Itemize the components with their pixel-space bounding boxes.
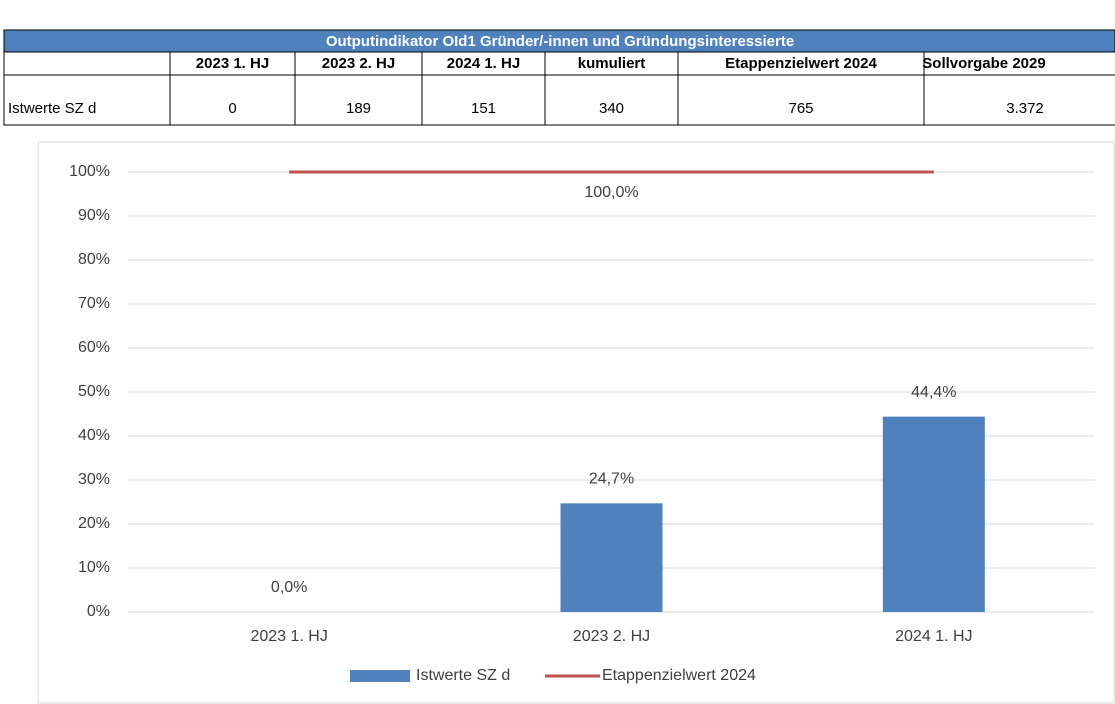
data-label: 100,0% [584,184,638,201]
cell-value: 765 [788,100,813,117]
data-label: 44,4% [911,384,956,401]
y-tick-label: 60% [78,339,110,356]
y-tick-label: 80% [78,251,110,268]
cell-value: 151 [471,100,496,117]
y-tick-label: 70% [78,295,110,312]
header-cell [3,51,171,76]
bar [560,503,663,612]
y-tick-label: 90% [78,207,110,224]
y-tick-label: 100% [69,163,110,180]
header-label: 2024 1. HJ [447,55,520,72]
x-tick-label: 2023 1. HJ [250,628,327,645]
y-tick-label: 30% [78,471,110,488]
legend-label: Istwerte SZ d [416,667,510,684]
y-tick-label: 10% [78,559,110,576]
row-label: Istwerte SZ d [8,100,96,117]
header-label: 2023 2. HJ [322,55,395,72]
cell-value: 189 [346,100,371,117]
x-tick-label: 2023 2. HJ [573,628,650,645]
cell-value: 340 [599,100,624,117]
y-tick-label: 50% [78,383,110,400]
cell-value: 3.372 [1006,100,1044,117]
y-tick-label: 0% [87,603,110,620]
data-label: 24,7% [589,471,634,488]
table: Outputindikator OId1 Gründer/-innen und … [3,29,1115,126]
y-tick-label: 40% [78,427,110,444]
data-cell [923,74,1115,126]
legend-swatch [350,670,410,682]
x-tick-label: 2024 1. HJ [895,628,972,645]
header-label: Etappenzielwert 2024 [725,55,877,72]
cell-value: 0 [228,100,236,117]
legend-label: Etappenzielwert 2024 [602,667,756,684]
data-label: 0,0% [271,579,307,596]
y-tick-label: 20% [78,515,110,532]
header-label: kumuliert [578,55,646,72]
header-label: Sollvorgabe 2029 [922,55,1045,72]
header-label: 2023 1. HJ [196,55,269,72]
table-title: Outputindikator OId1 Gründer/-innen und … [326,33,794,50]
bar [882,416,985,612]
